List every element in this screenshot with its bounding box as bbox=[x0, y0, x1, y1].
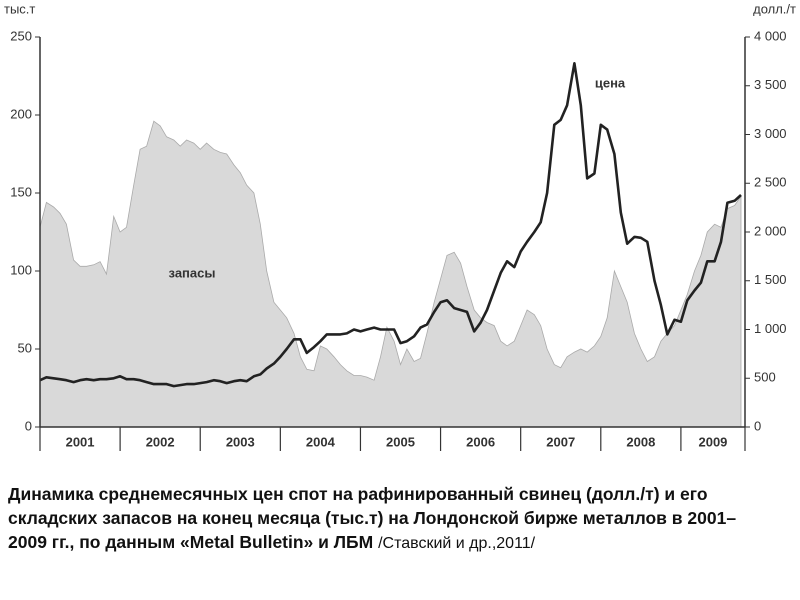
x-tick-label: 2001 bbox=[66, 434, 95, 449]
y2-tick-label: 3 500 bbox=[754, 77, 787, 92]
y-tick-label: 150 bbox=[10, 184, 32, 199]
y-tick-label: 50 bbox=[18, 340, 32, 355]
y-tick-label: 100 bbox=[10, 262, 32, 277]
y-tick-label: 250 bbox=[10, 28, 32, 43]
series-label: цена bbox=[595, 75, 626, 90]
y-tick-label: 200 bbox=[10, 106, 32, 121]
area bbox=[39, 120, 742, 428]
line bbox=[39, 62, 742, 388]
y2-tick-label: 0 bbox=[754, 418, 761, 433]
x-tick-label: 2004 bbox=[306, 434, 336, 449]
chart: тыс.т долл./т запасыцена0501001502002500… bbox=[4, 1, 796, 451]
y2-tick-label: 2 000 bbox=[754, 223, 787, 238]
y2-tick-label: 2 500 bbox=[754, 175, 787, 190]
x-tick-label: 2009 bbox=[698, 434, 727, 449]
x-tick-label: 2002 bbox=[146, 434, 175, 449]
y2-tick-label: 500 bbox=[754, 370, 776, 385]
y2-axis-label: долл./т bbox=[753, 1, 796, 16]
y2-tick-label: 1 500 bbox=[754, 272, 787, 287]
y2-tick-label: 1 000 bbox=[754, 321, 787, 336]
source: /Ставский и др.,2011/ bbox=[378, 535, 536, 553]
y2-tick-label: 3 000 bbox=[754, 126, 787, 141]
y-tick-label: 0 bbox=[25, 418, 32, 433]
x-tick-label: 2007 bbox=[546, 434, 575, 449]
caption: Динамика среднемесячных цен спот на рафи… bbox=[8, 482, 748, 555]
y-axis-label: тыс.т bbox=[4, 1, 35, 16]
series-label: запасы bbox=[169, 265, 216, 280]
x-tick-label: 2005 bbox=[386, 434, 415, 449]
x-tick-label: 2003 bbox=[226, 434, 255, 449]
x-tick-label: 2008 bbox=[626, 434, 655, 449]
y2-tick-label: 4 000 bbox=[754, 28, 787, 43]
x-tick-label: 2006 bbox=[466, 434, 495, 449]
caption-text: Динамика среднемесячных цен спот на рафи… bbox=[8, 484, 737, 553]
